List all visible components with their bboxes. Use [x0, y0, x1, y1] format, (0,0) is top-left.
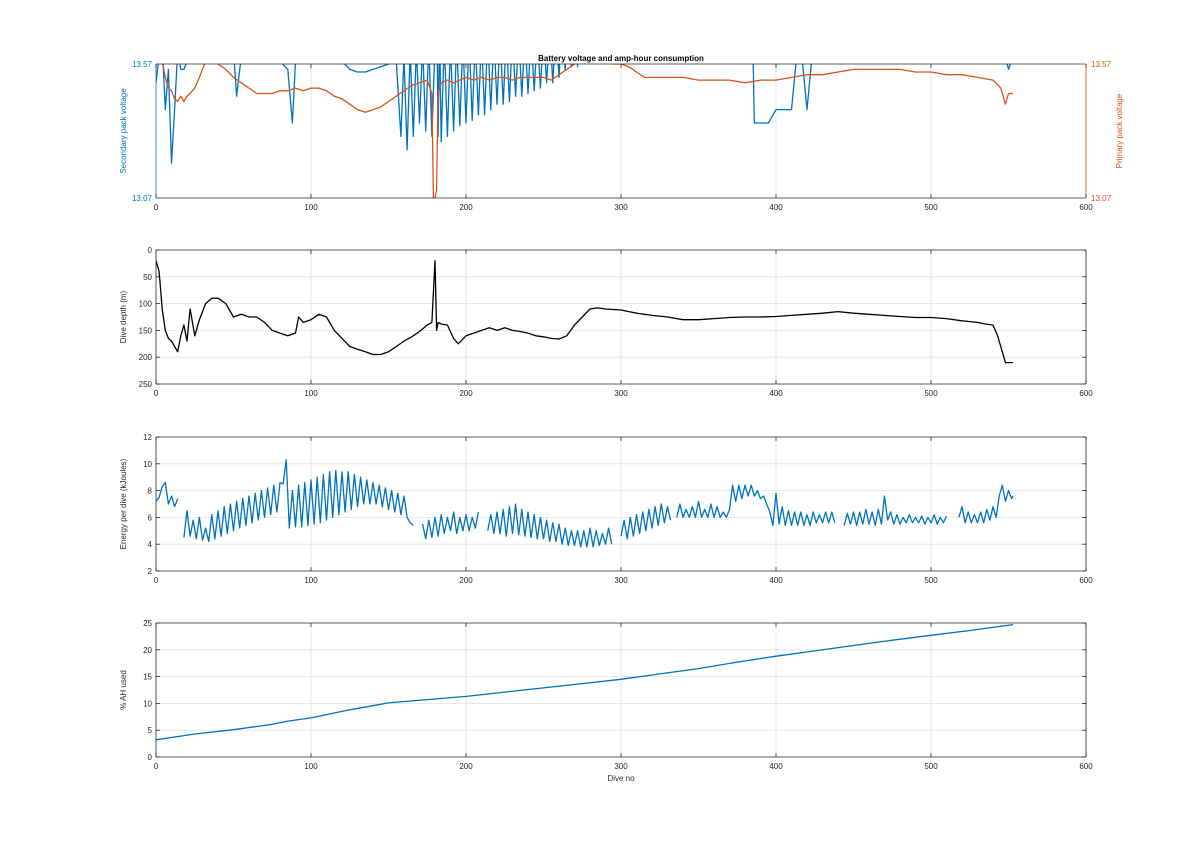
x-tick-label: 200	[459, 203, 473, 212]
series-line-3	[421, 511, 480, 540]
x-tick-label: 500	[924, 203, 938, 212]
series-line-1	[156, 481, 179, 508]
figure-title: Battery voltage and amp-hour consumption	[538, 54, 704, 63]
x-tick-label: 200	[459, 389, 473, 398]
x-tick-label: 100	[304, 389, 318, 398]
x-tick-label: 600	[1079, 389, 1093, 398]
y-axis-label: Energy per dive (kJoules)	[119, 458, 128, 549]
series-line-8	[958, 484, 1014, 524]
y-tick-label: 0	[148, 753, 153, 762]
x-tick-label: 0	[154, 203, 159, 212]
x-tick-label: 400	[769, 576, 783, 585]
x-tick-label: 300	[614, 576, 628, 585]
y-tick-label: 50	[143, 273, 152, 282]
series-line-6	[676, 484, 836, 527]
x-tick-label: 500	[924, 576, 938, 585]
y-tick-label: 10	[143, 699, 152, 708]
chart-panel-1: 0 100 200 300 400 500 60013.0713.5713.0713.57S…	[119, 60, 1124, 212]
y-tick-label: 13.57	[132, 60, 153, 69]
chart-panel-2: 0 100 200 300 400 500 600 0 50 100 150 200 250 Dive d…	[119, 246, 1093, 398]
y-axis-label: Secondary pack voltage	[119, 88, 128, 174]
series-line-2	[162, 64, 1014, 198]
x-tick-label: 100	[304, 203, 318, 212]
y-axis-label-right: Primary pack voltage	[1115, 93, 1124, 168]
y-tick-label: 5	[148, 726, 153, 735]
x-tick-label: 600	[1079, 576, 1093, 585]
y-tick-label-right: 13.57	[1091, 60, 1112, 69]
x-tick-label: 400	[769, 389, 783, 398]
y-tick-label: 150	[139, 326, 153, 335]
x-tick-label: 100	[304, 576, 318, 585]
x-tick-label: 300	[614, 389, 628, 398]
series-line-2	[183, 459, 414, 543]
y-tick-label: 4	[148, 540, 153, 549]
series-line-1	[156, 260, 1014, 364]
x-tick-label: 400	[769, 762, 783, 771]
y-tick-label: 6	[148, 513, 153, 522]
y-tick-label: 200	[139, 353, 153, 362]
series-line-1	[156, 623, 1014, 741]
y-tick-label: 25	[143, 619, 152, 628]
series-line-7	[843, 495, 948, 527]
chart-panel-4: 0 100 200 300 400 500 600 0 5 10 15 20 25 % AH used	[119, 619, 1093, 771]
series-line-5	[620, 503, 672, 540]
y-tick-label: 20	[143, 646, 152, 655]
x-tick-label: 300	[614, 762, 628, 771]
y-axis-label: Dive depth (m)	[119, 290, 128, 343]
y-tick-label: 13.07	[132, 194, 153, 203]
y-tick-label: 12	[143, 433, 152, 442]
x-tick-label: 300	[614, 203, 628, 212]
y-tick-label: 2	[148, 567, 153, 576]
y-tick-label: 15	[143, 673, 152, 682]
x-tick-label: 600	[1079, 762, 1093, 771]
x-tick-label: 500	[924, 389, 938, 398]
x-tick-label: 200	[459, 762, 473, 771]
x-tick-label: 100	[304, 762, 318, 771]
x-axis-label: Dive no	[607, 774, 635, 783]
x-tick-label: 0	[154, 762, 159, 771]
x-tick-label: 400	[769, 203, 783, 212]
y-tick-label: 8	[148, 487, 153, 496]
y-tick-label-right: 13.07	[1091, 194, 1112, 203]
x-tick-label: 500	[924, 762, 938, 771]
x-tick-label: 200	[459, 576, 473, 585]
series-line-1	[156, 64, 1012, 164]
x-tick-label: 0	[154, 576, 159, 585]
series-line-4	[487, 503, 613, 548]
y-tick-label: 10	[143, 460, 152, 469]
y-tick-label: 0	[148, 246, 153, 255]
y-axis-label: % AH used	[119, 670, 128, 710]
y-tick-label: 100	[139, 300, 153, 309]
x-tick-label: 600	[1079, 203, 1093, 212]
y-tick-label: 250	[139, 380, 153, 389]
chart-panel-3: 0 100 200 300 400 500 600 2 4 6 8 10 12 Energy per di…	[119, 433, 1093, 585]
x-tick-label: 0	[154, 389, 159, 398]
